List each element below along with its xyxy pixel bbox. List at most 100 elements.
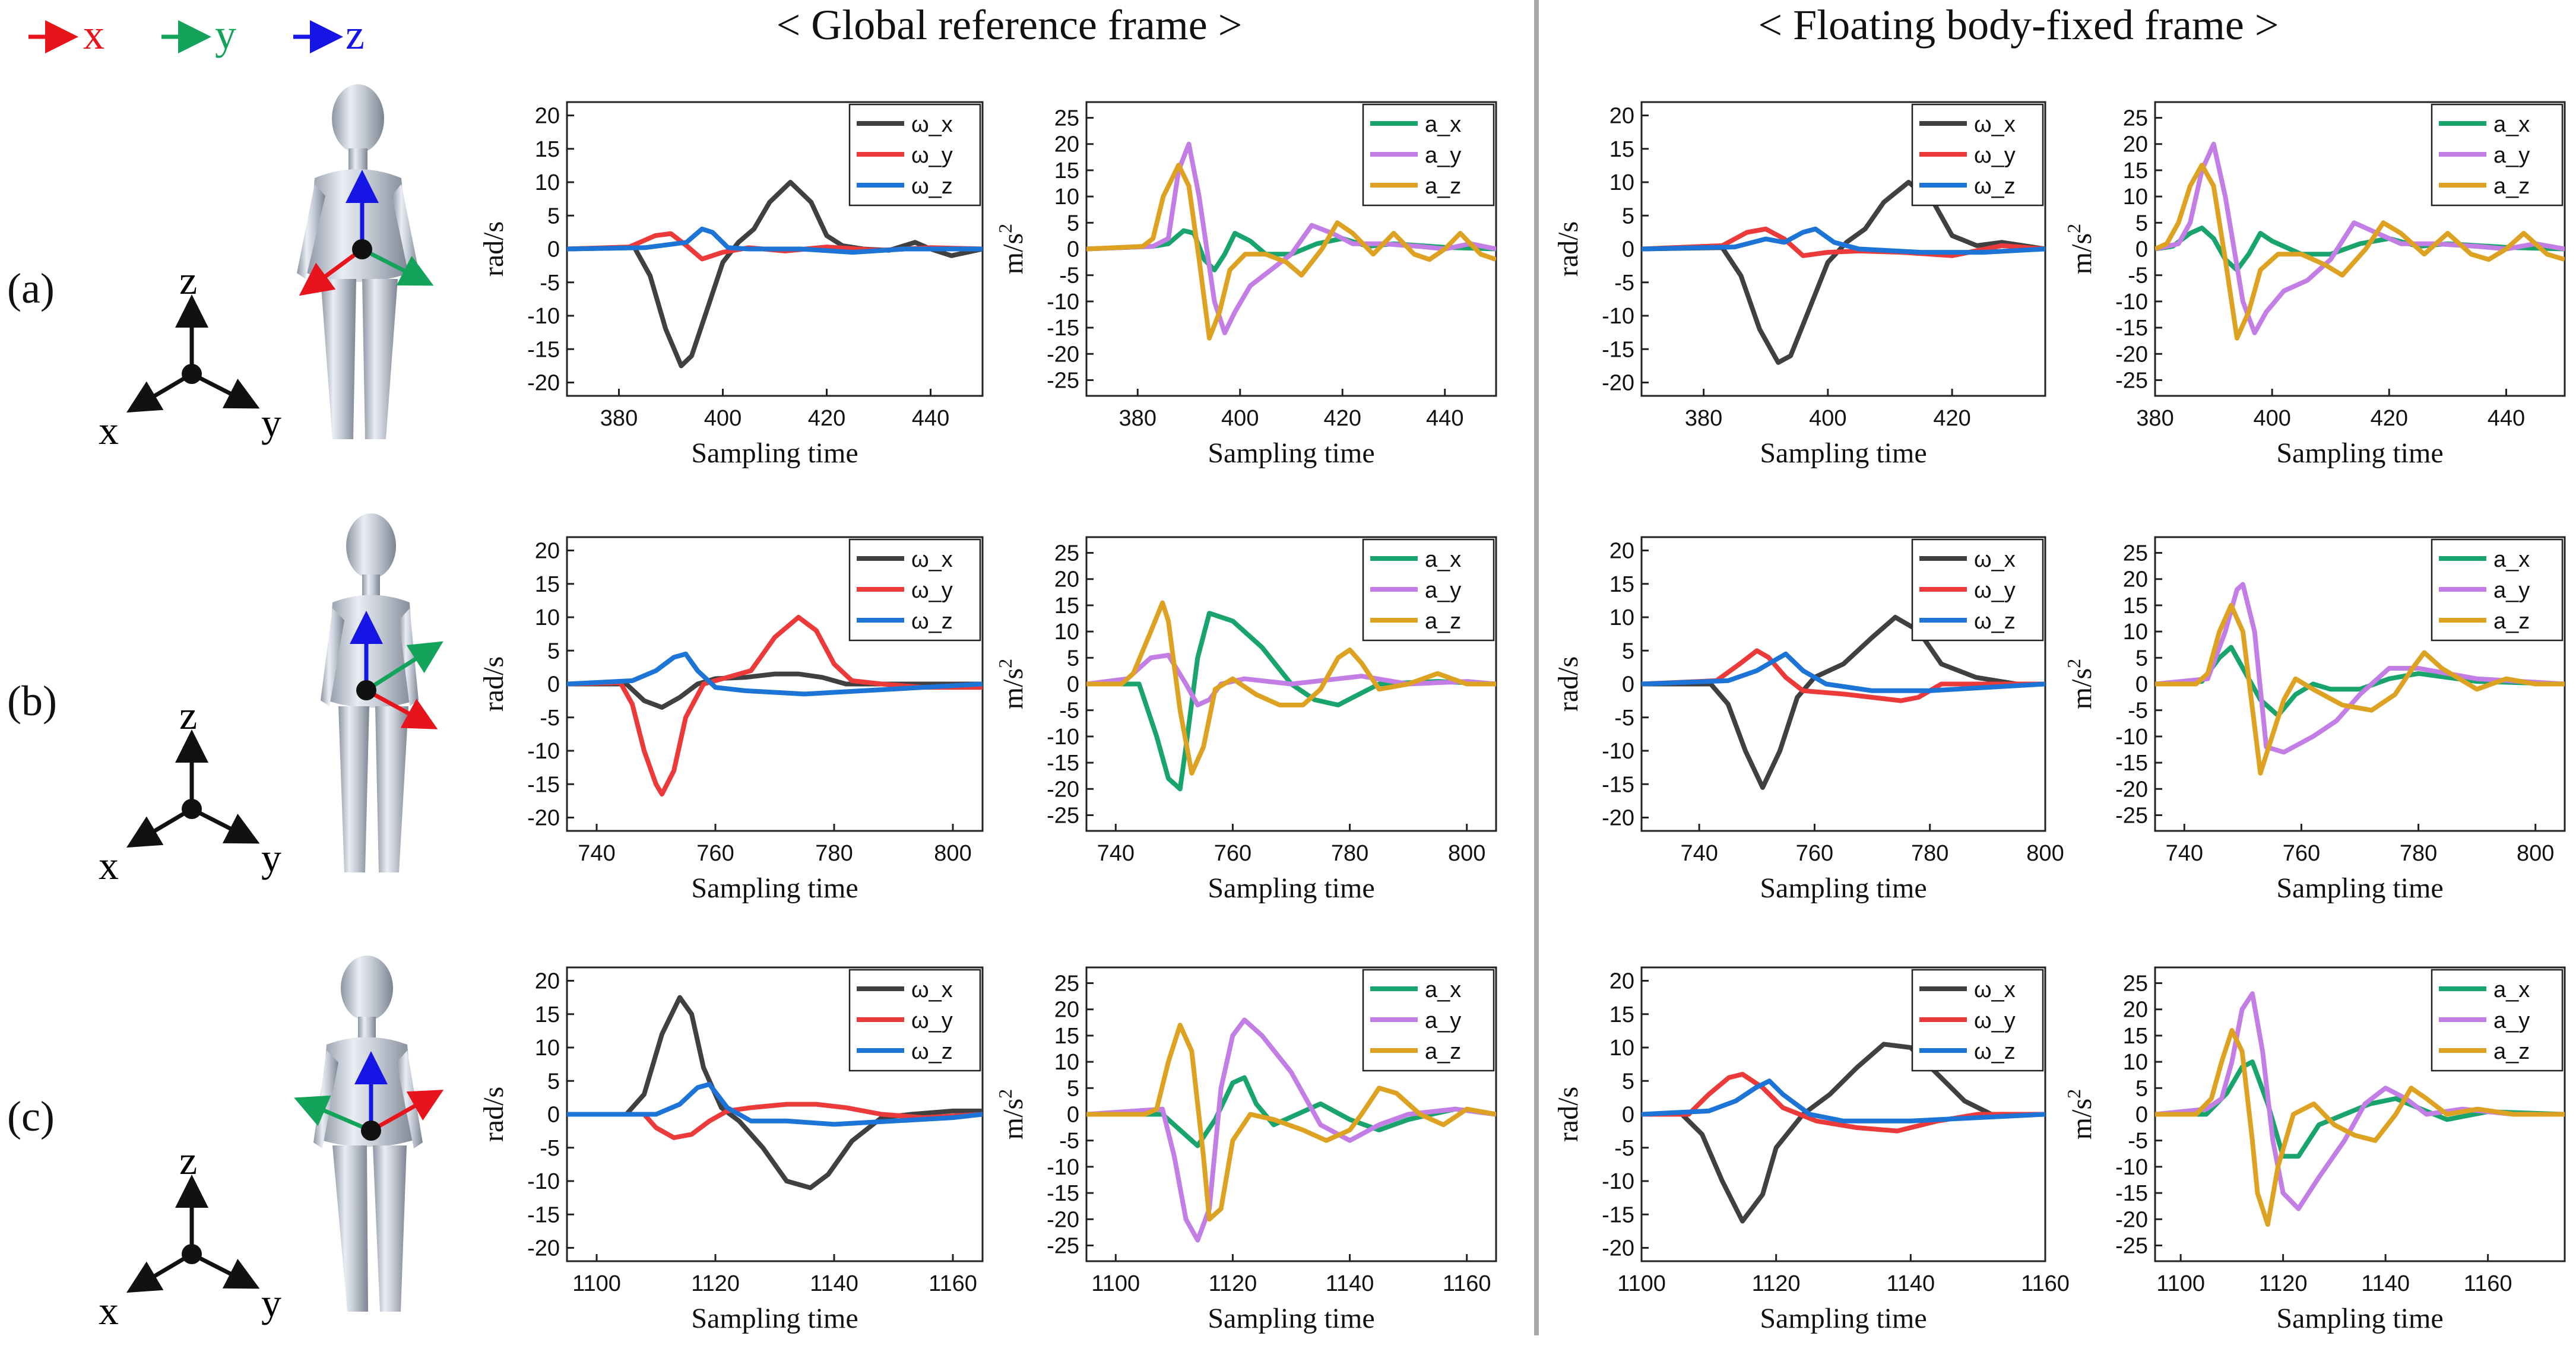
chart-c-acc-floating-ytick-label: -10 (2115, 1155, 2148, 1180)
chart-c-gyro-global-ytick-label: -15 (527, 1202, 560, 1227)
chart-c-gyro-global-legend-label: ω_z (911, 1039, 953, 1064)
chart-b-gyro-global-ytick-label: -5 (540, 706, 560, 731)
chart-a-gyro-global-series-1-line (567, 180, 983, 369)
chart-b-gyro-floating-xtick-label: 760 (1796, 841, 1833, 866)
chart-c-gyro-floating-series-1-line (1642, 1042, 2045, 1224)
chart-a-acc-global-xlabel: Sampling time (1208, 437, 1374, 469)
chart-a-acc-floating-xtick-label: 400 (2253, 406, 2290, 431)
chart-a-gyro-floating-series-3-line (1642, 226, 2045, 255)
chart-c-gyro-floating-ytick-label: -20 (1602, 1236, 1634, 1261)
chart-a-acc-global-ytick-label: 10 (1054, 185, 1079, 210)
chart-b-acc-floating-ytick-label: 25 (2123, 541, 2148, 566)
chart-a-acc-floating-ytick-label: 15 (2123, 158, 2148, 183)
chart-a-gyro-floating-ytick-label: -15 (1602, 337, 1634, 362)
chart-b-gyro-global-legend-label: ω_z (911, 609, 953, 634)
chart-c-gyro-global-series-2-line (567, 1102, 983, 1140)
legend-x-label: x (83, 11, 104, 58)
chart-b-gyro-global-legend-label: ω_y (911, 578, 953, 603)
chart-b-acc-floating-xtick-label: 800 (2517, 841, 2554, 866)
chart-c-gyro-global-xtick-label: 1100 (572, 1271, 621, 1296)
chart-a-gyro-floating-xtick-label: 420 (1933, 406, 1970, 431)
triad-a-y: y (261, 400, 281, 445)
chart-c-acc-global-ytick-label: 0 (1067, 1103, 1079, 1128)
chart-b-acc-floating-ytick-label: 20 (2123, 567, 2148, 592)
chart-b-gyro-floating-legend-label: ω_x (1974, 547, 2016, 572)
header-floating-frame: < Floating body-fixed frame > (1758, 1, 2279, 49)
chart-b-gyro-global-series-2-line (567, 615, 983, 797)
chart-c-acc-global-ytick-label: -10 (1047, 1155, 1079, 1180)
chart-b-acc-global-legend-label: a_z (1425, 609, 1461, 634)
chart-c-gyro-floating-ytick-label: -5 (1614, 1136, 1634, 1161)
chart-b-gyro-floating-ytick-label: -5 (1614, 706, 1634, 731)
chart-c-gyro-global-legend-label: ω_x (911, 977, 953, 1002)
chart-b-acc-global-ytick-label: -5 (1059, 699, 1079, 723)
chart-c-acc-floating-xtick-label: 1140 (2361, 1271, 2410, 1296)
chart-b-gyro-global-ytick-label: 20 (535, 539, 560, 564)
axis-color-legend: x y z (28, 11, 365, 58)
chart-c-gyro-floating-xtick-label: 1160 (2021, 1271, 2070, 1296)
chart-b-gyro-global-ytick-label: 15 (535, 572, 560, 597)
chart-b-acc-floating-ytick-label: 15 (2123, 594, 2148, 618)
chart-c-acc-floating-series-2-line (2155, 991, 2565, 1211)
chart-c-acc-global-ylabel: m/s2 (994, 1089, 1029, 1140)
chart-c-acc-global-ytick-label: -25 (1047, 1233, 1079, 1258)
chart-c-acc-floating-xtick-label: 1120 (2259, 1271, 2308, 1296)
mannequin-c (294, 956, 444, 1312)
chart-a-acc-global-ytick-label: -10 (1047, 290, 1079, 315)
chart-a-acc-global-xtick-label: 420 (1324, 406, 1361, 431)
chart-c-acc-floating-ytick-label: -15 (2115, 1181, 2148, 1206)
chart-b-acc-global-legend-label: a_x (1425, 547, 1461, 572)
chart-a-acc-floating-ytick-label: 0 (2135, 237, 2148, 262)
chart-c-acc-global-legend-label: a_y (1425, 1008, 1461, 1033)
chart-b-acc-global-ytick-label: 5 (1067, 646, 1079, 671)
chart-a-gyro-floating-ytick-label: 5 (1622, 204, 1634, 228)
chart-b-gyro-global-xtick-label: 800 (934, 841, 971, 866)
chart-c-acc-global-xlabel: Sampling time (1208, 1303, 1374, 1334)
chart-b-gyro-floating-ytick-label: -15 (1602, 772, 1634, 797)
legend-z-label: z (346, 11, 365, 58)
chart-b-gyro-floating-ytick-label: 5 (1622, 639, 1634, 664)
triad-c-z: z (179, 1138, 197, 1183)
chart-a-acc-global-legend-label: a_y (1425, 143, 1461, 168)
chart-a-acc-floating-ytick-label: 10 (2123, 185, 2148, 210)
chart-c-acc-global-ytick-label: -5 (1059, 1129, 1079, 1154)
chart-b-gyro-floating-legend-label: ω_z (1974, 609, 2016, 634)
triad-c: z x y (99, 1138, 281, 1333)
chart-b-gyro-floating-ytick-label: -10 (1602, 739, 1634, 764)
chart-c-acc-floating-legend-label: a_z (2493, 1039, 2530, 1064)
chart-b-acc-floating-ytick-label: -25 (2115, 803, 2148, 828)
chart-a-acc-floating-ytick-label: -10 (2115, 290, 2148, 315)
chart-c-acc-global-legend-label: a_z (1425, 1039, 1461, 1064)
chart-c-acc-global-ytick-label: 5 (1067, 1076, 1079, 1101)
chart-b-acc-global-xtick-label: 800 (1448, 841, 1485, 866)
chart-a-acc-floating-series-3-line (2155, 163, 2565, 341)
chart-a-acc-global-xtick-label: 400 (1221, 406, 1259, 431)
chart-a-acc-floating-legend-label: a_y (2493, 143, 2530, 168)
chart-c-acc-global-series-2-line (1086, 1017, 1496, 1243)
triad-b-z: z (179, 693, 197, 738)
chart-a-gyro-floating-ytick-label: 0 (1622, 237, 1634, 262)
chart-a-acc-floating-ytick-label: -20 (2115, 342, 2148, 367)
chart-c-gyro-floating-ytick-label: 15 (1609, 1002, 1634, 1027)
chart-row-b-gyro-global: -20 -15 -10 -5 0 5 10 15 20 740 760 780 800 Sampling … (478, 536, 984, 904)
chart-b-acc-global-ytick-label: -20 (1047, 777, 1079, 802)
chart-b-gyro-floating-ylabel: rad/s (1552, 656, 1584, 712)
chart-a-acc-floating-ytick-label: 20 (2123, 132, 2148, 157)
chart-b-gyro-floating-legend-label: ω_y (1974, 578, 2016, 603)
row-label-b: (b) (7, 677, 57, 725)
chart-row-c-gyro-global: -20 -15 -10 -5 0 5 10 15 20 1100 1120 1140 1160 Sampl… (478, 966, 984, 1334)
chart-c-acc-global-ytick-label: 25 (1054, 972, 1079, 996)
chart-b-acc-global-ytick-label: 15 (1054, 594, 1079, 618)
chart-c-acc-floating-ytick-label: 15 (2123, 1024, 2148, 1049)
chart-b-acc-floating-ytick-label: 10 (2123, 620, 2148, 645)
chart-c-gyro-global-ylabel: rad/s (478, 1087, 509, 1142)
chart-a-gyro-global-xtick-label: 380 (600, 406, 638, 431)
chart-a-gyro-floating-ytick-label: -5 (1614, 271, 1634, 296)
chart-c-acc-global-xtick-label: 1160 (1443, 1271, 1491, 1296)
chart-c-acc-floating-ytick-label: 10 (2123, 1050, 2148, 1075)
triad-a-z: z (179, 258, 197, 303)
chart-a-acc-floating-legend-label: a_z (2493, 174, 2530, 199)
chart-b-acc-floating-ytick-label: -5 (2128, 699, 2148, 723)
